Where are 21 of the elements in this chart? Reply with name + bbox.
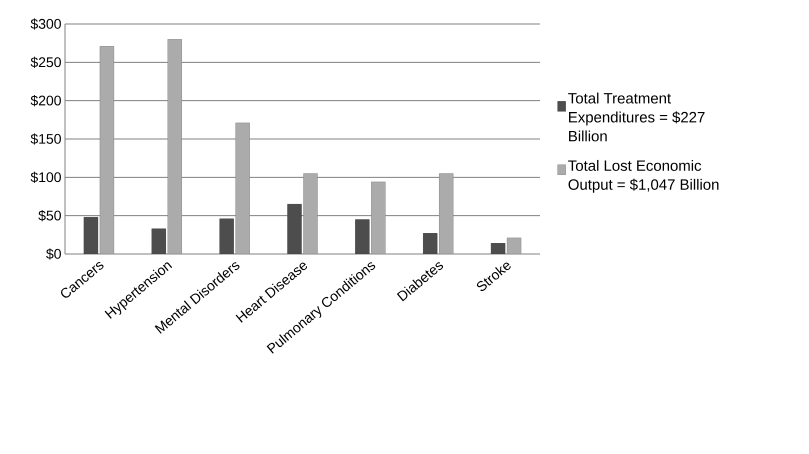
y-tick-label: $200 (30, 95, 61, 106)
y-tick-label: $250 (30, 56, 61, 68)
y-tick-label: $300 (30, 18, 61, 30)
legend-label: Total Treatment Expenditures = $227 Billion (568, 92, 705, 142)
bar (303, 173, 318, 254)
y-tick-label: $0 (46, 248, 61, 260)
bar (100, 46, 114, 254)
bar (371, 182, 386, 254)
bar (84, 217, 98, 254)
bar (168, 39, 182, 254)
bar (355, 219, 370, 254)
bar (219, 218, 234, 254)
legend-label: Total Lost Economic Output = $1,047 Billion (568, 160, 718, 193)
bar (287, 204, 302, 254)
bar (235, 122, 250, 254)
y-tick-label: $150 (30, 133, 61, 145)
y-tick-label: $100 (30, 172, 61, 183)
bar (423, 233, 438, 254)
y-tick-label: $50 (38, 210, 61, 222)
bar (439, 173, 454, 254)
bar (152, 228, 166, 254)
